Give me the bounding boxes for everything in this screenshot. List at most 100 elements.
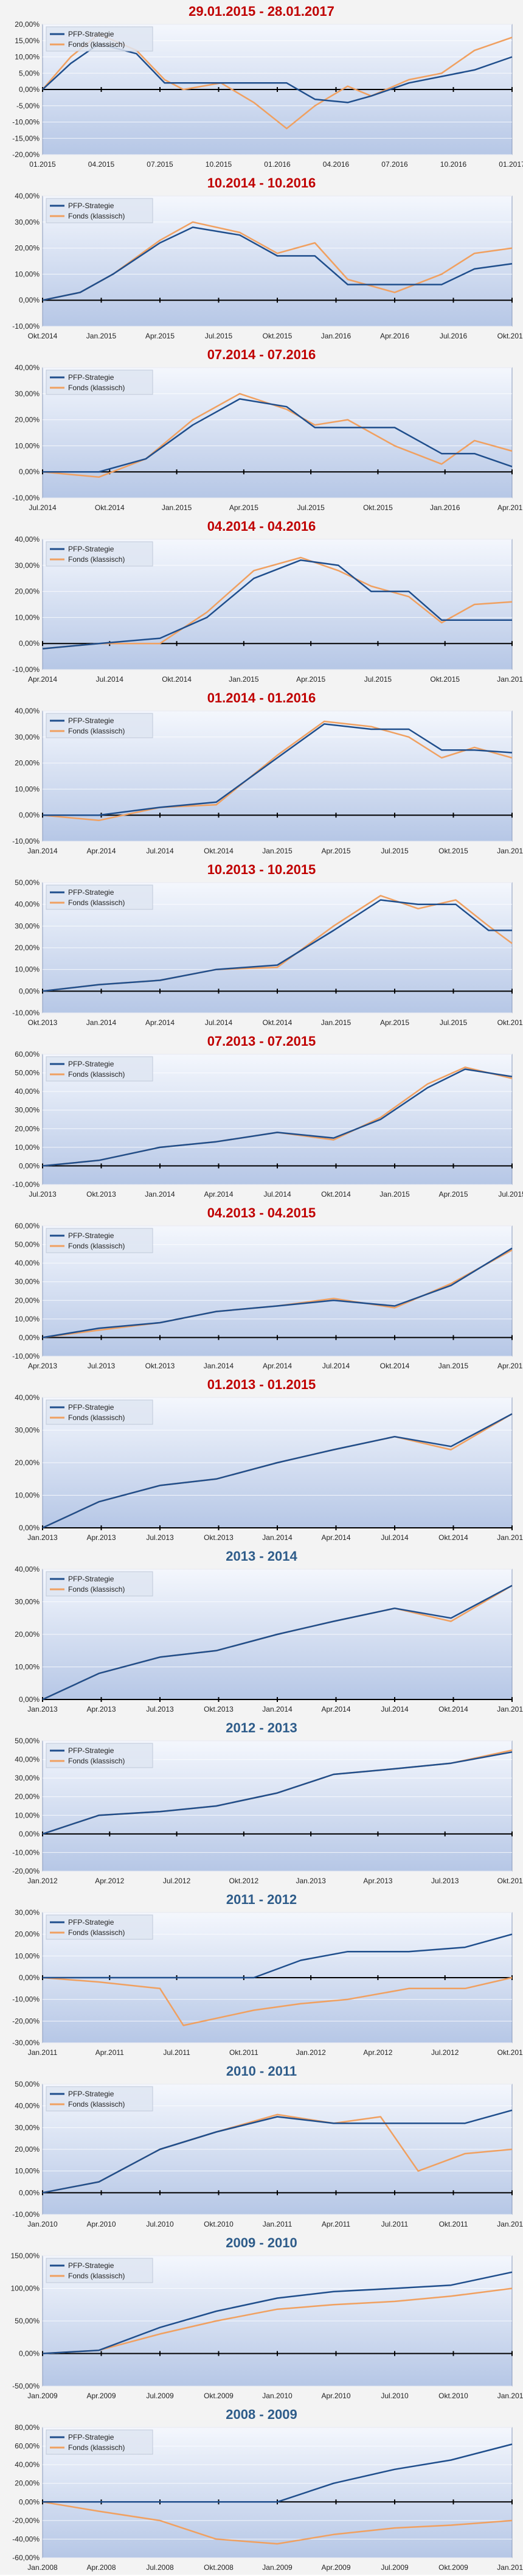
- x-tick-label: 04.2015: [88, 160, 115, 169]
- y-tick-label: 20,00%: [15, 20, 40, 29]
- y-tick-label: 10,00%: [15, 441, 40, 450]
- x-tick-label: Jan.2009: [262, 2563, 293, 2572]
- x-tick-label: Apr.2014: [321, 1705, 350, 1713]
- y-tick-label: 30,00%: [15, 1426, 40, 1435]
- legend: [46, 2429, 153, 2455]
- x-tick-label: Okt.2015: [363, 503, 393, 512]
- x-tick-label: Jul.2012: [163, 1877, 191, 1885]
- x-tick-label: Okt.2015: [263, 332, 293, 340]
- x-tick-label: Apr.2014: [28, 675, 57, 684]
- x-tick-label: Jan.2010: [262, 2392, 293, 2400]
- x-tick-label: Apr.2015: [145, 332, 175, 340]
- y-tick-label: -10,00%: [12, 2210, 40, 2219]
- legend-label: Fonds (klassisch): [68, 383, 125, 392]
- x-tick-label: Okt.2016: [497, 332, 523, 340]
- chart-title: 2010 - 2011: [226, 2063, 297, 2079]
- y-tick-label: 20,00%: [15, 1630, 40, 1639]
- x-tick-label: Okt.2013: [204, 1533, 234, 1542]
- y-tick-label: 20,00%: [15, 1296, 40, 1304]
- x-tick-label: Okt.2014: [95, 503, 125, 512]
- x-tick-label: Apr.2013: [86, 1705, 116, 1713]
- x-tick-label: Jan.2012: [296, 2048, 326, 2057]
- legend-label: Fonds (klassisch): [68, 1757, 125, 1765]
- x-tick-label: Jan.2015: [86, 332, 117, 340]
- y-tick-label: 40,00%: [15, 363, 40, 372]
- x-tick-label: Jul.2008: [146, 2563, 174, 2572]
- y-tick-label: 10,00%: [15, 965, 40, 974]
- x-tick-label: Okt.2015: [497, 1018, 523, 1027]
- y-tick-label: 30,00%: [15, 922, 40, 930]
- y-tick-label: -10,00%: [12, 1009, 40, 1017]
- y-tick-label: -10,00%: [12, 322, 40, 331]
- y-tick-label: 30,00%: [15, 218, 40, 226]
- y-tick-label: 10,00%: [15, 53, 40, 61]
- y-tick-label: 30,00%: [15, 1774, 40, 1782]
- series-line-strategy: [42, 1068, 513, 1167]
- line-chart: 40,00%30,00%20,00%10,00%0,00%-10,00%Okt.…: [12, 192, 523, 340]
- y-tick-label: -10,00%: [12, 1995, 40, 2004]
- legend: [46, 2086, 153, 2112]
- y-tick-label: 20,00%: [15, 244, 40, 253]
- x-tick-label: Jan.2014: [262, 1533, 293, 1542]
- chart-panel: 07.2014 - 07.2016 40,00% 30,00% 20,00% 10,00…: [0, 343, 523, 515]
- x-tick-label: Apr.2011: [95, 2048, 124, 2057]
- x-tick-label: Jul.2009: [381, 2563, 409, 2572]
- x-tick-label: Jan.2015: [438, 1362, 469, 1370]
- chart-title: 07.2013 - 07.2015: [207, 1034, 316, 1049]
- y-tick-label: 40,00%: [15, 535, 40, 544]
- y-tick-label: 20,00%: [15, 1930, 40, 1939]
- chart-panel: 10.2013 - 10.2015 50,00% 40,00% 30,00% 20,00…: [0, 858, 523, 1030]
- x-tick-label: Apr.2010: [321, 2392, 350, 2400]
- y-tick-label: -50,00%: [12, 2382, 40, 2390]
- x-tick-label: Jul.2013: [29, 1190, 57, 1199]
- x-tick-label: Okt.2014: [28, 332, 58, 340]
- line-chart: 50,00% 40,00% 30,00% 20,00% 10,00% 0,00% -10,0…: [12, 2080, 523, 2228]
- y-tick-label: 30,00%: [15, 2123, 40, 2132]
- x-tick-label: Jul.2015: [498, 1190, 523, 1199]
- chart-panel: 04.2013 - 04.2015 60,00% 50,00% 40,00% 30,00…: [0, 1202, 523, 1373]
- chart-title: 2013 - 2014: [226, 1549, 297, 1564]
- legend-label: PFP-Strategie: [68, 201, 114, 210]
- y-tick-label: 40,00%: [15, 1755, 40, 1764]
- series-line-strategy: [42, 1247, 513, 1339]
- x-tick-label: Jul.2013: [146, 1705, 174, 1713]
- y-tick-label: -30,00%: [12, 2039, 40, 2047]
- chart-title: 01.2014 - 01.2016: [207, 690, 316, 705]
- legend-label: Fonds (klassisch): [68, 1928, 125, 1937]
- x-tick-label: Jul.2014: [29, 503, 57, 512]
- x-tick-label: Jan.2015: [379, 1190, 410, 1199]
- y-tick-label: 60,00%: [15, 1050, 40, 1059]
- y-tick-label: 20,00%: [15, 943, 40, 952]
- y-tick-label: 0,00%: [19, 1695, 40, 1704]
- x-tick-label: Apr.2009: [86, 2392, 116, 2400]
- chart-title: 04.2014 - 04.2016: [207, 519, 316, 534]
- legend-label: PFP-Strategie: [68, 1060, 114, 1068]
- x-tick-label: Jan.2009: [27, 2392, 58, 2400]
- chart-panel: 01.2013 - 01.2015 40,00% 30,00% 20,00% 10,00…: [0, 1373, 523, 1545]
- x-tick-label: Jul.2010: [381, 2392, 409, 2400]
- y-tick-label: 30,00%: [15, 561, 40, 570]
- legend-label: PFP-Strategie: [68, 2090, 114, 2098]
- chart-title: 04.2013 - 04.2015: [207, 1205, 316, 1220]
- series-line-strategy: [42, 1751, 513, 1835]
- x-tick-label: 01.2015: [29, 160, 56, 169]
- y-tick-label: 30,00%: [15, 1278, 40, 1286]
- legend-label: Fonds (klassisch): [68, 898, 125, 907]
- y-tick-label: 0,00%: [19, 1161, 40, 1170]
- y-tick-label: 0,00%: [19, 2188, 40, 2197]
- x-tick-label: Apr.2014: [145, 1018, 175, 1027]
- y-tick-label: -10,00%: [12, 1848, 40, 1857]
- line-chart: 60,00% 50,00% 40,00% 30,00% 20,00% 10,00% 0,00…: [12, 1222, 523, 1370]
- x-tick-label: Okt.2014: [438, 1533, 468, 1542]
- y-tick-label: -20,00%: [12, 2017, 40, 2025]
- y-tick-label: 40,00%: [15, 2460, 40, 2469]
- x-tick-label: Okt.2011: [439, 2220, 468, 2228]
- x-tick-label: Okt.2009: [204, 2392, 234, 2400]
- chart-panel: 07.2013 - 07.2015 60,00% 50,00% 40,00% 30,00…: [0, 1030, 523, 1202]
- x-tick-label: Apr.2012: [363, 2048, 392, 2057]
- x-tick-label: Jan.2015: [229, 675, 259, 684]
- x-tick-label: Jul.2014: [205, 1018, 233, 1027]
- y-tick-label: 150,00%: [11, 2252, 40, 2260]
- y-tick-label: -10,00%: [12, 118, 40, 127]
